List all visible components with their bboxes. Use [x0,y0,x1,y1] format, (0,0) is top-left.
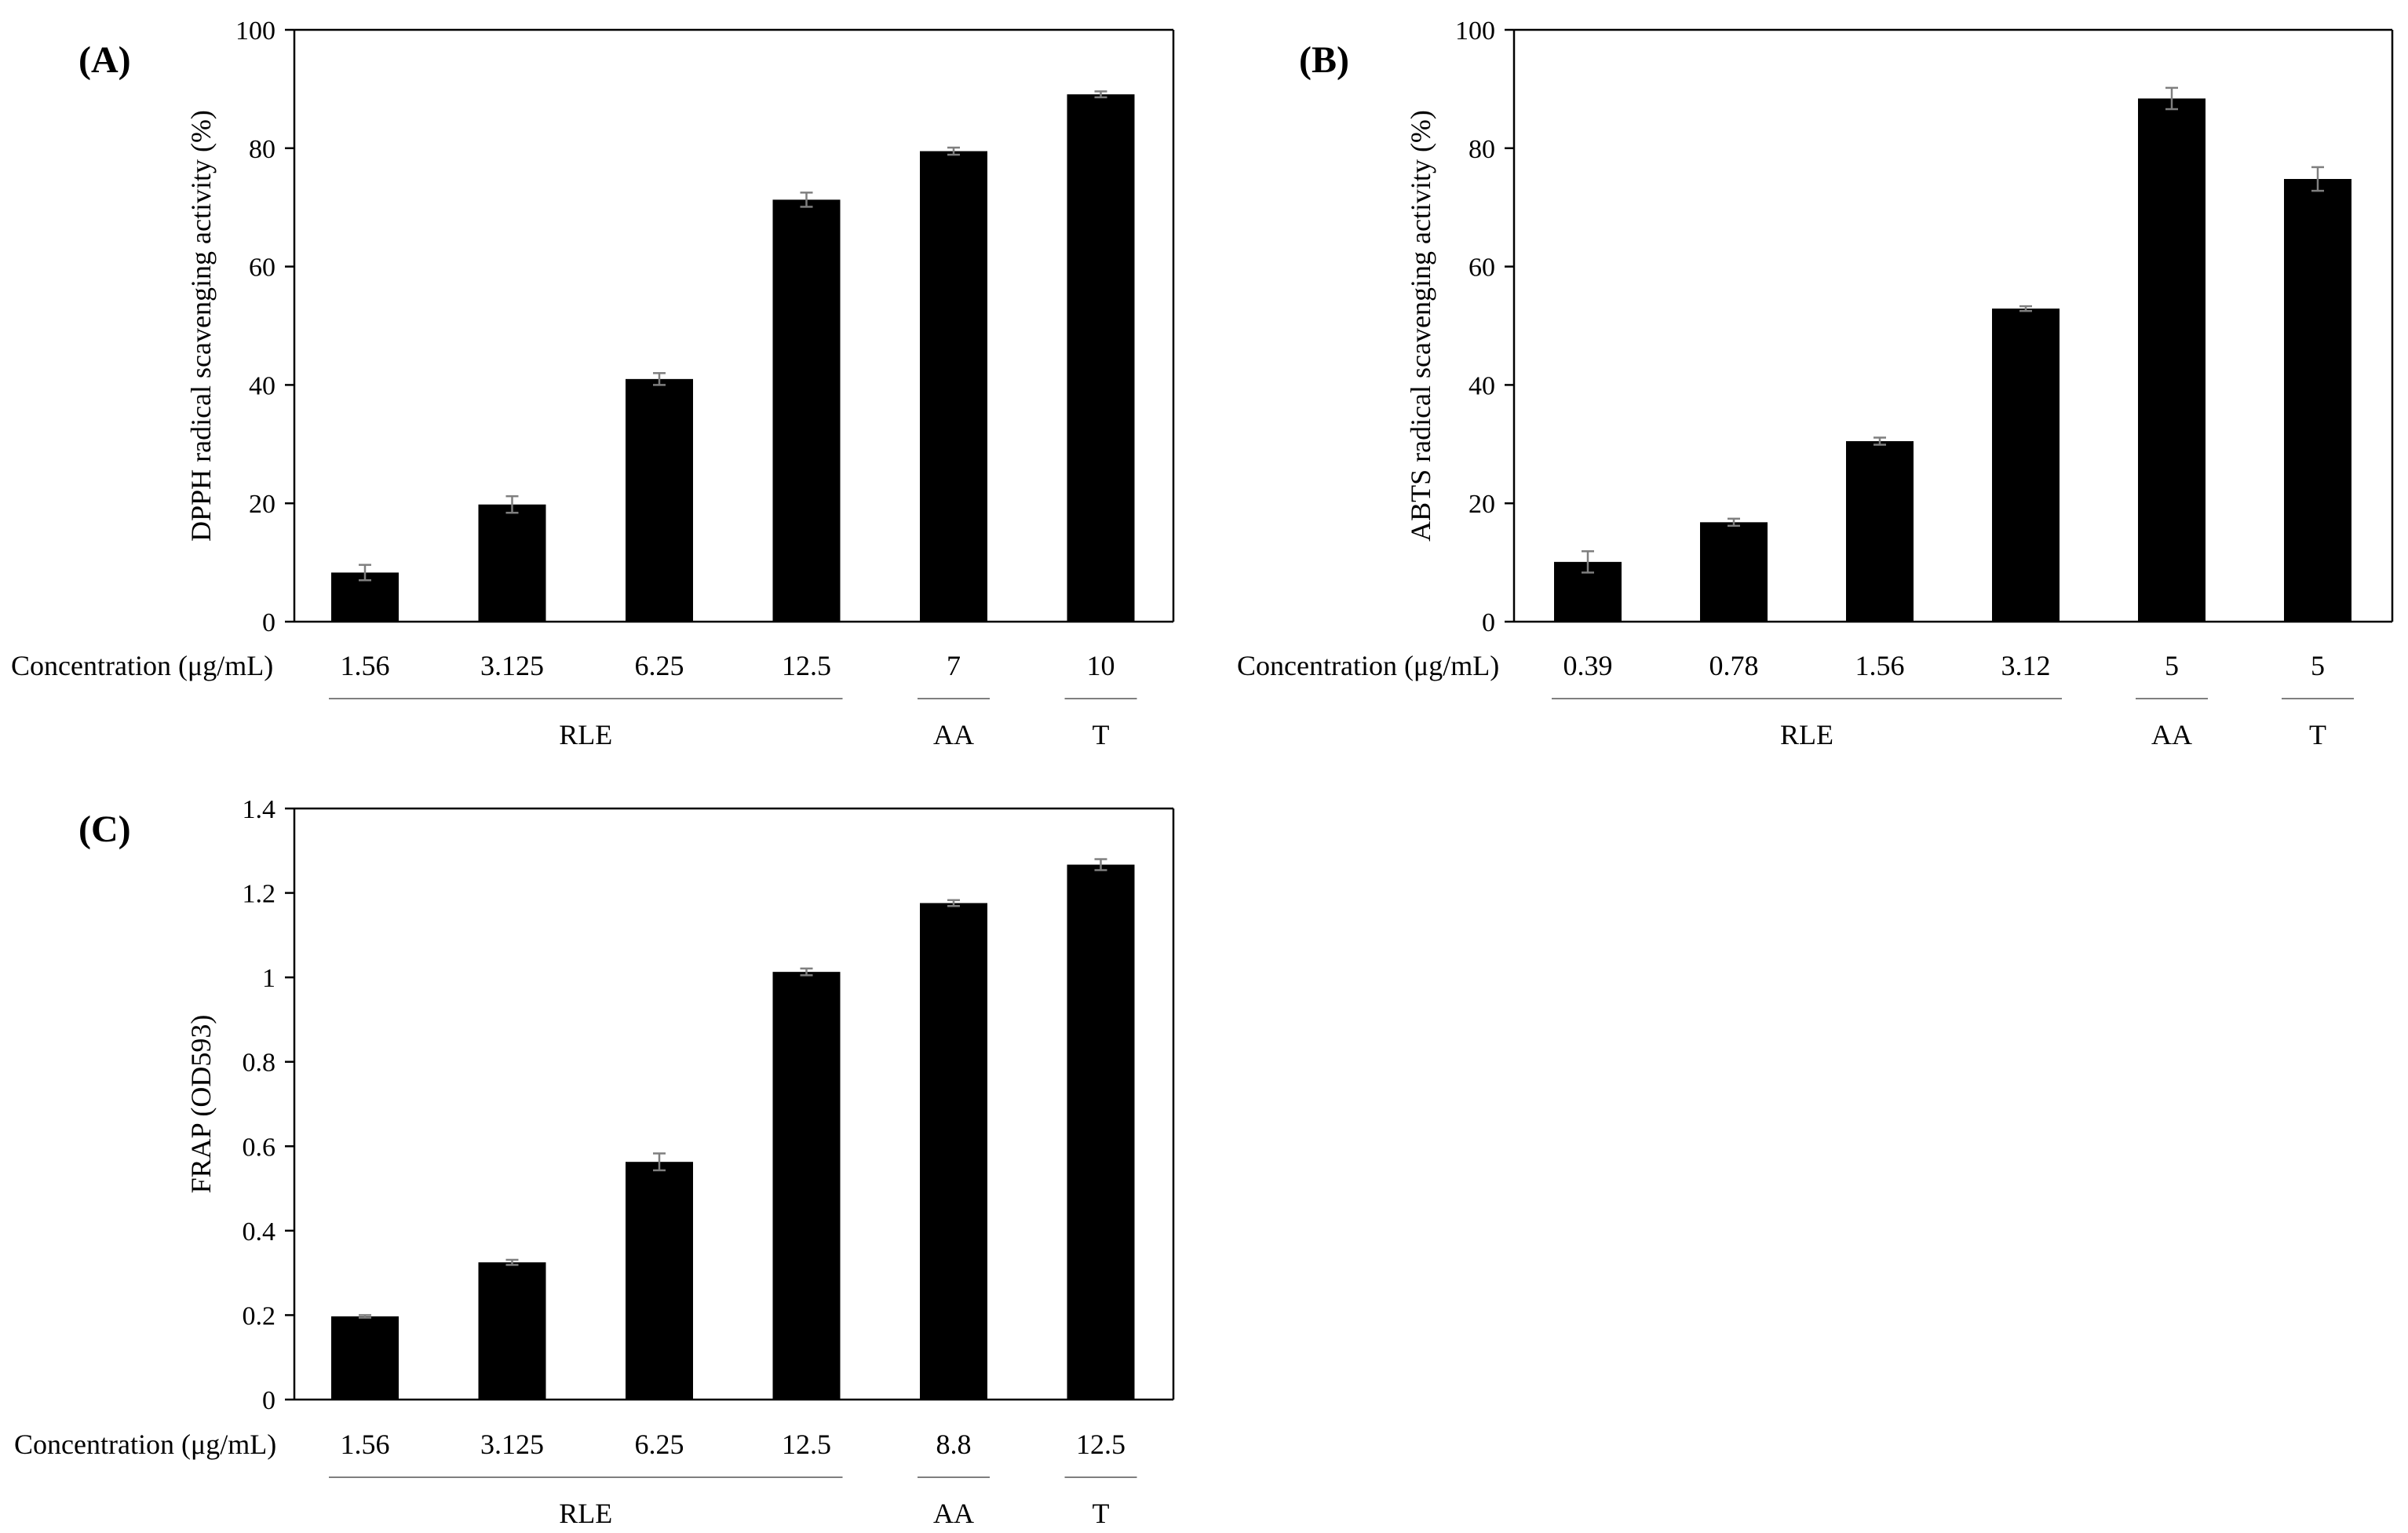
category-label: 10 [1087,650,1115,681]
y-tick-label: 0.2 [243,1301,276,1330]
category-label: 3.125 [480,650,544,681]
y-tick-label: 40 [249,371,275,400]
bar [1846,441,1914,622]
group-label: RLE [559,719,612,750]
x-axis-title: Concentration (μg/mL) [1237,650,1499,681]
y-tick-label: 0.6 [243,1133,276,1162]
y-tick-label: 20 [249,490,275,519]
bar [1067,864,1135,1400]
bar [626,1162,693,1400]
y-axis-title: ABTS radical scavenging activity (%) [1405,110,1436,542]
category-label: 1.56 [1855,650,1905,681]
y-tick-label: 0.8 [243,1049,276,1078]
y-tick-label: 0 [1482,608,1495,637]
bar [772,199,841,622]
y-tick-label: 100 [235,16,275,46]
group-label: RLE [559,1498,612,1529]
category-label: 1.56 [341,1429,390,1460]
category-label: 1.56 [341,650,390,681]
category-label: 6.25 [635,650,684,681]
panel-a: (A) 0 20 40 60 80 100 DPPH radical scavenging a… [11,16,1175,750]
category-label: 7 [947,650,961,681]
panel-label: (C) [78,808,131,850]
category-label: 6.25 [635,1429,684,1460]
y-axis-title: DPPH radical scavenging activity (%) [185,110,217,542]
y-tick-label: 1 [262,964,275,993]
y-tick-label: 0 [262,608,275,637]
y-tick-label: 20 [1469,490,1495,519]
x-axis-title: Concentration (μg/mL) [11,650,273,681]
bar [772,972,841,1400]
group-label: T [1093,719,1110,750]
bar [2284,179,2351,622]
bar [2138,98,2206,622]
category-label: 12.5 [782,650,831,681]
category-label: 8.8 [936,1429,972,1460]
bar [478,1262,546,1400]
y-tick-label: 1.2 [243,880,276,909]
bar [1067,94,1135,622]
bar [626,378,693,622]
category-label: 0.39 [1563,650,1613,681]
category-label: 12.5 [782,1429,831,1460]
y-tick-label: 60 [1469,254,1495,283]
panel-label: (B) [1299,39,1349,81]
category-label: 12.5 [1076,1429,1126,1460]
y-tick-label: 0.4 [243,1217,276,1246]
bar [920,903,987,1400]
bar [331,1316,399,1400]
y-tick-label: 100 [1455,16,1495,46]
y-tick-label: 0 [262,1386,275,1415]
panel-c: (C) 0 0.2 0.4 0.6 0.8 1 1.2 1.4 FRAP (OD593) 1.56 3… [14,795,1175,1529]
group-label: AA [933,1498,974,1529]
bar [1992,308,2060,622]
y-tick-label: 80 [1469,135,1495,164]
panel-label: (A) [78,39,131,81]
category-label: 3.12 [2001,650,2051,681]
group-label: AA [2151,719,2192,750]
group-label: T [1093,1498,1110,1529]
group-label: T [2309,719,2326,750]
y-tick-label: 40 [1469,371,1495,400]
y-axis-title: FRAP (OD593) [185,1015,217,1194]
bar [920,151,987,622]
category-label: 5 [2311,650,2325,681]
category-label: 0.78 [1709,650,1759,681]
group-label: AA [933,719,974,750]
y-tick-label: 1.4 [243,795,276,824]
category-label: 5 [2165,650,2179,681]
y-tick-label: 60 [249,254,275,283]
panel-b: (B) 0 20 40 60 80 100 ABTS radical scavenging a… [1237,16,2394,750]
bar [478,504,546,622]
bar [1700,522,1768,622]
x-axis-title: Concentration (μg/mL) [14,1429,276,1460]
y-tick-label: 80 [249,135,275,164]
category-label: 3.125 [480,1429,544,1460]
group-label: RLE [1780,719,1833,750]
